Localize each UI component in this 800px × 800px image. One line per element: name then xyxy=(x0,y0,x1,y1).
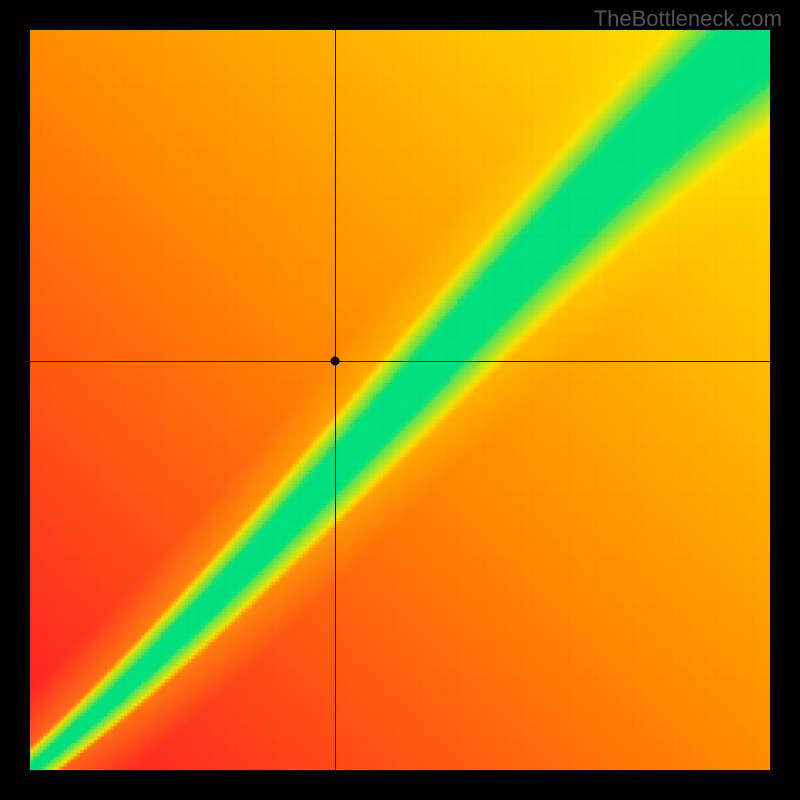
crosshair-horizontal xyxy=(30,361,770,362)
plot-area xyxy=(30,30,770,770)
heatmap-canvas xyxy=(30,30,770,770)
chart-container: TheBottleneck.com xyxy=(0,0,800,800)
crosshair-vertical xyxy=(335,30,336,770)
marker-dot xyxy=(330,356,339,365)
watermark-text: TheBottleneck.com xyxy=(594,6,782,32)
